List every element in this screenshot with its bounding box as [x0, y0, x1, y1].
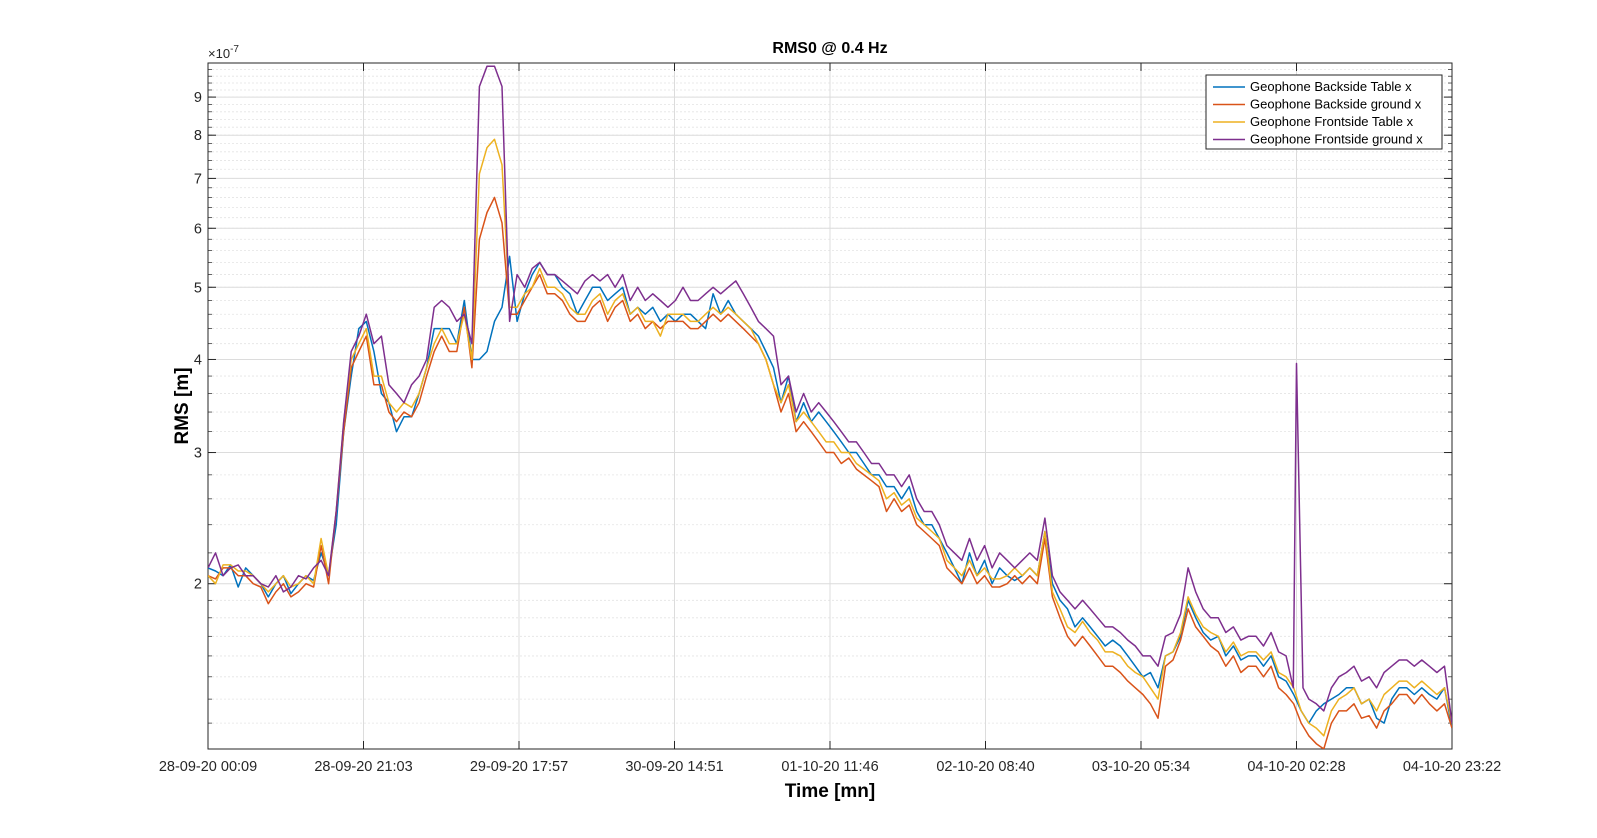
x-tick-label: 30-09-20 14:51 [625, 759, 723, 775]
y-tick-label: 4 [194, 352, 202, 368]
series-line-3 [208, 138, 1452, 737]
chart-title: RMS0 @ 0.4 Hz [772, 40, 887, 57]
y-exponent-label: ×10-7 [208, 44, 239, 61]
y-tick-label: 5 [194, 280, 202, 296]
series-line-4 [208, 65, 1452, 724]
axis-ticks [207, 63, 1453, 749]
legend: Geophone Backside Table x Geophone Backsi… [1205, 74, 1443, 150]
series-line-1 [208, 255, 1452, 729]
x-tick-labels: 28-09-20 00:09 28-09-20 21:03 29-09-20 17:… [159, 759, 1501, 775]
y-tick-labels: 2 3 4 5 6 7 8 9 [194, 90, 202, 593]
x-tick-label: 04-10-20 02:28 [1247, 759, 1345, 775]
y-tick-label: 9 [194, 90, 202, 106]
x-tick-label: 04-10-20 23:22 [1403, 759, 1501, 775]
y-tick-label: 8 [194, 128, 202, 144]
legend-label: Geophone Backside Table x [1250, 79, 1412, 94]
y-exponent-power: -7 [230, 44, 239, 55]
x-tick-label: 02-10-20 08:40 [936, 759, 1034, 775]
y-tick-label: 3 [194, 446, 202, 462]
y-tick-label: 2 [194, 577, 202, 593]
y-exponent-base: ×10 [208, 46, 230, 61]
legend-label: Geophone Frontside Table x [1250, 114, 1414, 129]
x-tick-label: 01-10-20 11:46 [781, 759, 878, 775]
legend-label: Geophone Backside ground x [1250, 97, 1422, 112]
y-tick-label: 7 [194, 171, 202, 187]
y-tick-label: 6 [194, 221, 202, 237]
legend-box [1205, 74, 1443, 150]
legend-label: Geophone Frontside ground x [1250, 132, 1423, 147]
x-tick-label: 28-09-20 21:03 [314, 759, 412, 775]
series-lines [208, 65, 1452, 749]
series-line-2 [208, 196, 1452, 749]
y-axis-label: RMS [m] [172, 367, 193, 444]
x-axis-label: Time [mn] [785, 781, 875, 802]
x-tick-label: 03-10-20 05:34 [1092, 759, 1190, 775]
x-tick-label: 28-09-20 00:09 [159, 759, 257, 775]
x-tick-label: 29-09-20 17:57 [470, 759, 568, 775]
grid [207, 63, 1453, 749]
